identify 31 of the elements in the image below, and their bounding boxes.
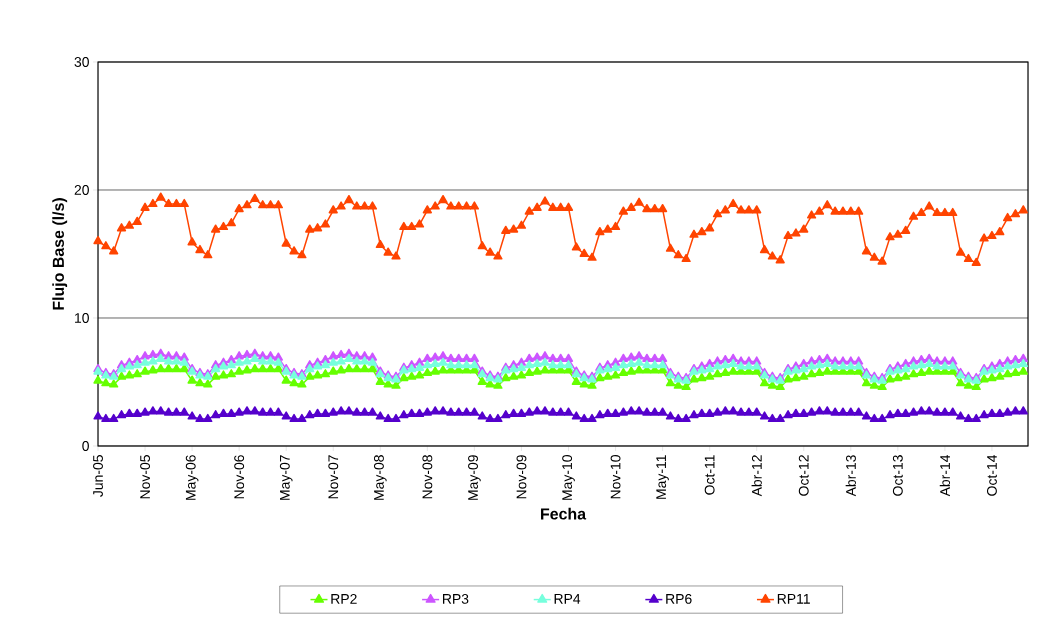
- y-tick-label: 30: [74, 57, 89, 67]
- x-tick-label: May-08: [373, 455, 387, 500]
- x-tick-label: May-09: [468, 455, 481, 500]
- x-tick-label: Nov-06: [234, 455, 245, 499]
- x-tick-label: Abr-13: [845, 455, 856, 497]
- legend-label: RP6: [666, 593, 692, 604]
- x-tick-label: Nov-07: [328, 455, 339, 499]
- x-tick-label: May-07: [279, 455, 293, 500]
- x-tick-label: Oct-13: [892, 455, 903, 496]
- x-tick-label: Abr-12: [751, 455, 762, 497]
- y-tick-label: 20: [74, 185, 89, 195]
- x-tick-label: Nov-08: [422, 455, 433, 499]
- y-tick-label: 0: [82, 441, 89, 451]
- x-tick-label: Oct-11: [704, 455, 715, 495]
- y-tick-label: 10: [75, 313, 89, 323]
- x-tick-label: Nov-05: [140, 455, 150, 499]
- x-tick-label: May-10: [562, 455, 575, 500]
- legend-label: RP4: [554, 594, 581, 604]
- x-tick-label: Nov-10: [610, 455, 621, 499]
- x-tick-label: Oct-14: [986, 454, 997, 496]
- x-tick-label: Oct-12: [798, 455, 809, 496]
- x-tick-label: Jun-05: [93, 455, 103, 497]
- x-tick-label: May-06: [185, 455, 199, 500]
- legend-label: RP2: [331, 593, 357, 604]
- legend-label: RP11: [777, 594, 810, 604]
- x-tick-label: Abr-14: [939, 454, 951, 497]
- x-axis-title: Fecha: [541, 507, 587, 520]
- legend-label: RP3: [442, 593, 469, 604]
- x-tick-label: May-11: [656, 455, 669, 499]
- y-axis-title: Flujo Base (l/s): [52, 198, 68, 310]
- x-tick-label: Nov-09: [516, 455, 527, 499]
